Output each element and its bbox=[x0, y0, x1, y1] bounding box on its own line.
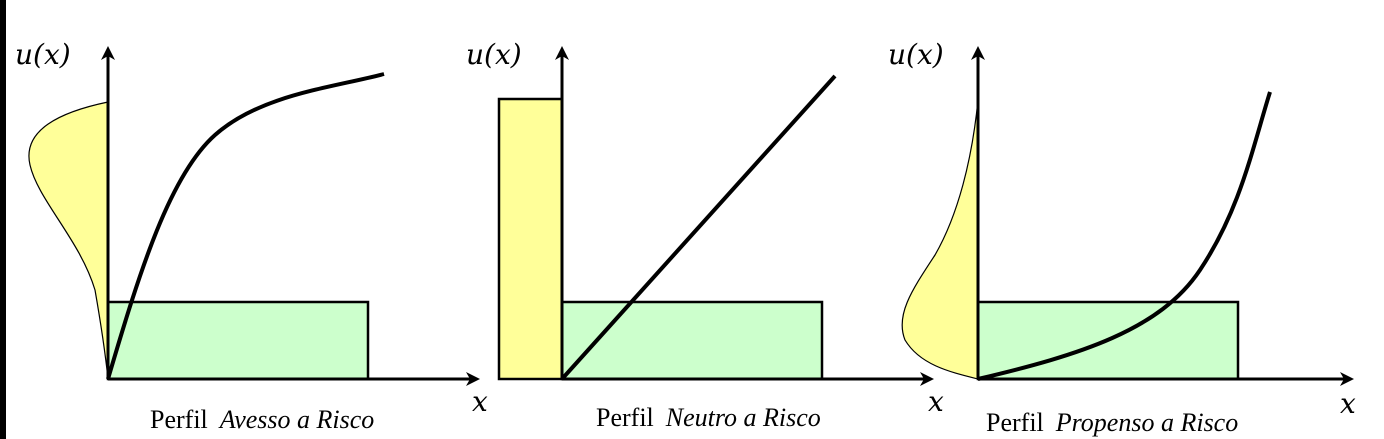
caption-emphasis: Neutro a Risco bbox=[665, 403, 821, 432]
x-axis-label: x bbox=[928, 385, 944, 418]
caption-emphasis: Propenso a Risco bbox=[1055, 408, 1238, 437]
x-axis-label: x bbox=[1340, 387, 1356, 420]
caption-prefix: Perfil bbox=[596, 403, 654, 432]
caption-emphasis: Avesso a Risco bbox=[218, 405, 375, 434]
x-axis-label: x bbox=[472, 385, 488, 418]
caption-prefix: Perfil bbox=[150, 405, 208, 434]
left-border-bar bbox=[0, 0, 6, 439]
caption-neutro: Perfil Neutro a Risco bbox=[596, 403, 821, 432]
caption-propenso: Perfil Propenso a Risco bbox=[986, 408, 1238, 437]
output-distribution-density bbox=[28, 101, 109, 380]
utility-line-linear bbox=[560, 74, 837, 381]
panel-neutro: u(x) x Perfil Neutro a Risco bbox=[466, 38, 944, 432]
y-axis-label: u(x) bbox=[15, 38, 71, 71]
output-distribution-rect bbox=[497, 97, 564, 381]
input-distribution-rect bbox=[106, 300, 370, 381]
utility-curve-convex bbox=[977, 91, 1272, 381]
caption-prefix: Perfil bbox=[986, 408, 1044, 437]
utility-curve-concave bbox=[106, 72, 385, 380]
panel-avesso: u(x) x Perfil Avesso a Risco bbox=[15, 38, 488, 434]
caption-avesso: Perfil Avesso a Risco bbox=[150, 405, 374, 434]
input-distribution-rect bbox=[560, 300, 824, 381]
output-distribution-density bbox=[901, 99, 979, 380]
panel-propenso: u(x) x Perfil Propenso a Risco bbox=[888, 38, 1356, 437]
y-axis-label: u(x) bbox=[888, 38, 944, 71]
y-axis-label: u(x) bbox=[466, 38, 522, 71]
